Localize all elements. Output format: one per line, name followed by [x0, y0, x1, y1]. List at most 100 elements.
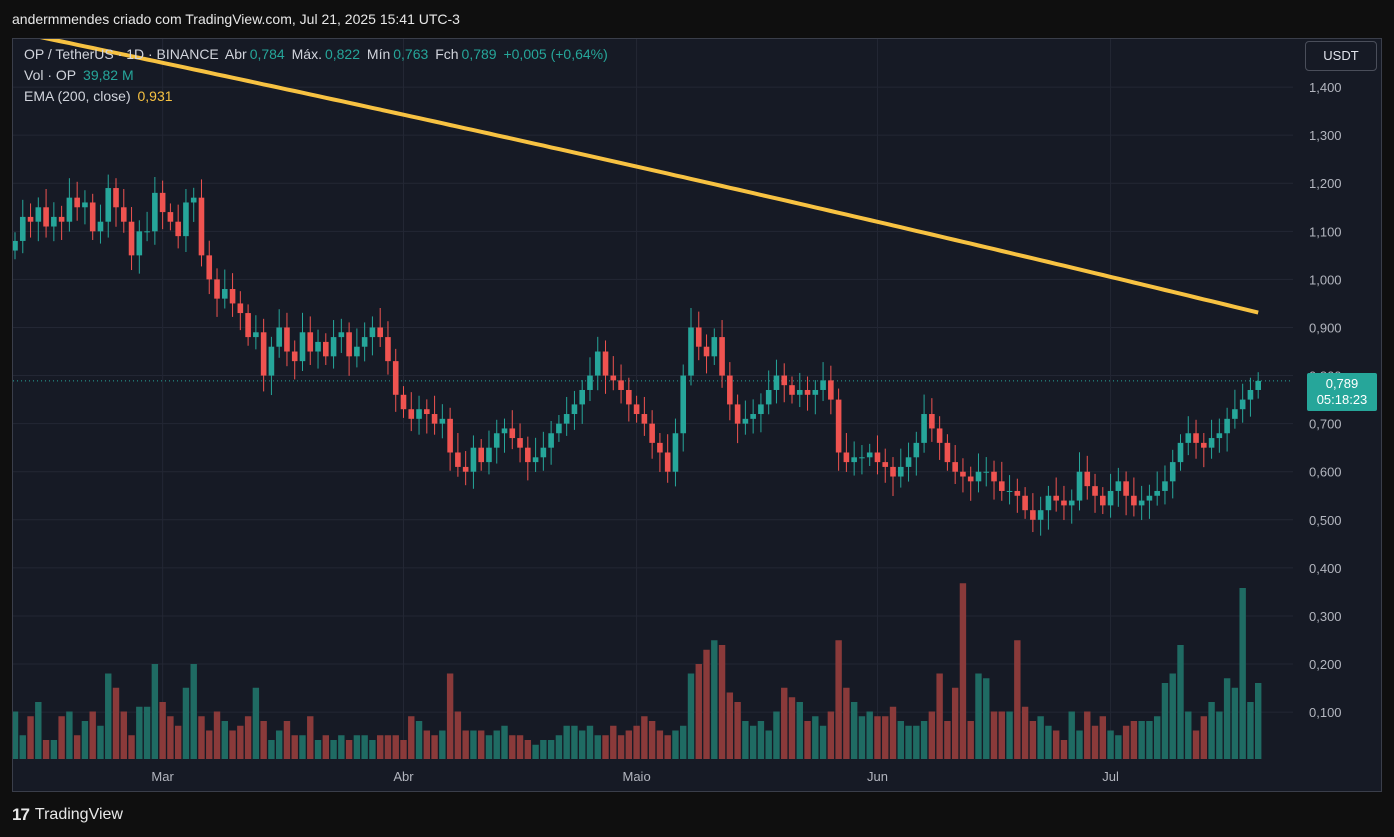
candle-body [470, 447, 477, 472]
ema-label[interactable]: EMA (200, close) [24, 88, 131, 104]
volume-bar [105, 673, 112, 759]
volume-bar [610, 725, 617, 759]
candle-body [1131, 495, 1137, 506]
x-tick-label: Jul [1102, 769, 1119, 784]
volume-bar [1076, 730, 1083, 759]
volume-bar [369, 740, 376, 759]
volume-bar [1014, 640, 1021, 759]
candle-body [291, 351, 298, 362]
volume-bar [959, 583, 967, 759]
volume-bar [1138, 721, 1145, 759]
candle-body [711, 337, 718, 357]
x-tick-label: Abr [393, 769, 414, 784]
candle-body [431, 414, 438, 424]
candle-body [1138, 500, 1145, 506]
volume-bar [314, 740, 322, 759]
candle-body [1208, 438, 1215, 448]
volume-bar [330, 740, 337, 759]
volume-bar [687, 673, 695, 759]
candle-body [610, 375, 617, 381]
tradingview-logo-icon[interactable]: 17 [12, 805, 30, 824]
candle-body [58, 216, 65, 222]
volume-bar [664, 735, 671, 759]
volume-legend: Vol · OP 39,82 M [24, 67, 137, 83]
candle-body [1022, 495, 1028, 511]
volume-bar [656, 730, 664, 759]
candle-body [167, 212, 174, 222]
volume-bars [13, 583, 1262, 759]
volume-bar [1146, 721, 1153, 759]
open-label: Abr [224, 46, 247, 62]
ema-value: 0,931 [137, 88, 173, 104]
y-tick-label: 0,400 [1309, 561, 1342, 576]
brand-name[interactable]: TradingView [34, 806, 123, 823]
volume-bar [338, 735, 345, 759]
candle-body [299, 332, 306, 362]
candle-body [1162, 481, 1168, 491]
x-tick-label: Mar [151, 769, 174, 784]
volume-bar [858, 716, 866, 759]
volume-bar [439, 730, 446, 759]
volume-bar [920, 721, 928, 759]
currency-button[interactable]: USDT [1305, 41, 1377, 71]
candle-body [13, 240, 18, 251]
ema-line [39, 39, 1259, 315]
candle-body [649, 423, 655, 443]
volume-bar [120, 711, 127, 759]
volume-bar [478, 730, 485, 759]
volume-bar [516, 735, 524, 759]
volume-bar [1006, 711, 1013, 759]
volume-bar [633, 725, 640, 759]
candle-body [1100, 495, 1106, 506]
volume-bar [42, 740, 50, 759]
volume-bar [1161, 683, 1169, 759]
last-price-tag: 0,789 05:18:23 [1307, 373, 1377, 411]
candle-body [859, 457, 865, 459]
volume-bar [726, 692, 734, 759]
volume-bar [392, 735, 399, 759]
volume-bar [1153, 716, 1161, 759]
candle-body [773, 375, 780, 390]
candle-body [369, 327, 376, 338]
candle-body [804, 389, 811, 395]
volume-label[interactable]: Vol · OP [24, 67, 77, 83]
chart-panel[interactable]: 0,1000,2000,3000,4000,5000,6000,7000,800… [12, 38, 1382, 792]
volume-bar [843, 687, 850, 759]
y-tick-label: 0,100 [1309, 705, 1342, 720]
volume-bar [1122, 725, 1130, 759]
candle-body [237, 303, 244, 314]
candle-body [820, 380, 826, 390]
candle-body [532, 457, 539, 463]
y-tick-label: 1,100 [1309, 224, 1342, 239]
candle-body [51, 216, 57, 227]
volume-bar [501, 725, 508, 759]
candle-body [1084, 471, 1091, 487]
candle-body [1154, 490, 1160, 496]
volume-bar [376, 735, 384, 759]
candle-body [323, 341, 329, 357]
volume-bar [804, 721, 811, 759]
candle-body [750, 414, 756, 419]
x-tick-label: Maio [623, 769, 651, 784]
candle-body [618, 380, 624, 390]
candle-body [594, 351, 601, 376]
candle-body [1185, 433, 1192, 443]
volume-bar [617, 735, 625, 759]
volume-bar [850, 702, 858, 759]
candle-body [144, 231, 150, 233]
candle-body [796, 389, 803, 395]
candle-body [74, 197, 80, 208]
volume-bar [680, 725, 687, 759]
volume-bar [1052, 730, 1060, 759]
volume-bar [1045, 725, 1052, 759]
volume-bar [128, 735, 135, 759]
y-tick-label: 0,500 [1309, 513, 1342, 528]
candle-body [183, 202, 189, 237]
volume-bar [252, 687, 260, 759]
price-chart[interactable]: 0,1000,2000,3000,4000,5000,6000,7000,800… [13, 39, 1381, 791]
candle-body [657, 442, 663, 453]
candle-body [882, 462, 889, 467]
volume-bar [400, 740, 407, 759]
symbol-label[interactable]: OP / TetherUS · 1D · BINANCE [24, 46, 219, 62]
candle-body [136, 231, 143, 256]
